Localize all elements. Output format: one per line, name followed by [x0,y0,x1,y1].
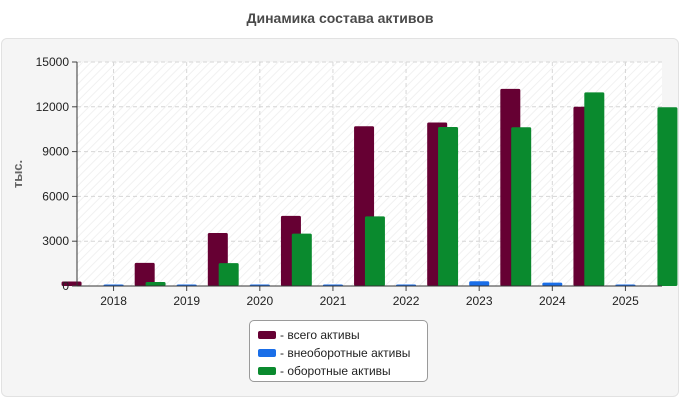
x-tick-label: 2019 [173,294,200,308]
legend-swatch-total-assets [258,331,276,339]
bar-noncurrent-assets [469,281,490,286]
bar-noncurrent-assets [542,282,563,286]
y-tick-label: 15000 [36,55,70,69]
bar-current-assets [291,233,312,286]
tick-labels: 0 3000 6000 9000 12000 15000 2018 2019 2020 2021 2… [36,55,639,308]
x-tick-label: 2024 [539,294,566,308]
bar-current-assets [584,92,605,286]
y-tick-label: 3000 [42,234,69,248]
legend: - всего активы - внеоборотные активы - о… [249,320,428,382]
y-tick-label: 0 [62,279,69,293]
x-tick-label: 2018 [100,294,127,308]
legend-label-current-assets: - оборотные активы [280,364,391,378]
bar-current-assets [364,216,385,286]
y-tick-label: 12000 [36,100,70,114]
bar-current-assets [218,263,239,286]
x-tick-label: 2021 [320,294,347,308]
legend-swatch-current-assets [258,367,276,375]
x-tick-label: 2023 [466,294,493,308]
legend-item-total-assets: - всего активы [258,326,427,344]
y-tick-label: 9000 [42,145,69,159]
bar-total-assets [134,262,155,286]
y-tick-label: 6000 [42,189,69,203]
legend-item-noncurrent-assets: - внеоборотные активы [258,344,427,362]
x-tick-label: 2022 [393,294,420,308]
legend-label-noncurrent-assets: - внеоборотные активы [280,346,411,360]
legend-label-total-assets: - всего активы [280,328,360,342]
bar-current-assets [657,107,678,286]
axes [72,61,662,291]
bars [61,88,678,287]
grid [77,61,662,286]
legend-swatch-noncurrent-assets [258,349,276,357]
legend-item-current-assets: - оборотные активы [258,362,427,380]
bar-current-assets [438,126,459,287]
bar-current-assets [511,127,532,286]
x-tick-label: 2025 [612,294,639,308]
x-tick-label: 2020 [246,294,273,308]
bar-current-assets [145,281,166,286]
chart-title: Динамика состава активов [246,10,434,26]
y-axis-label: тыс. [10,160,25,188]
